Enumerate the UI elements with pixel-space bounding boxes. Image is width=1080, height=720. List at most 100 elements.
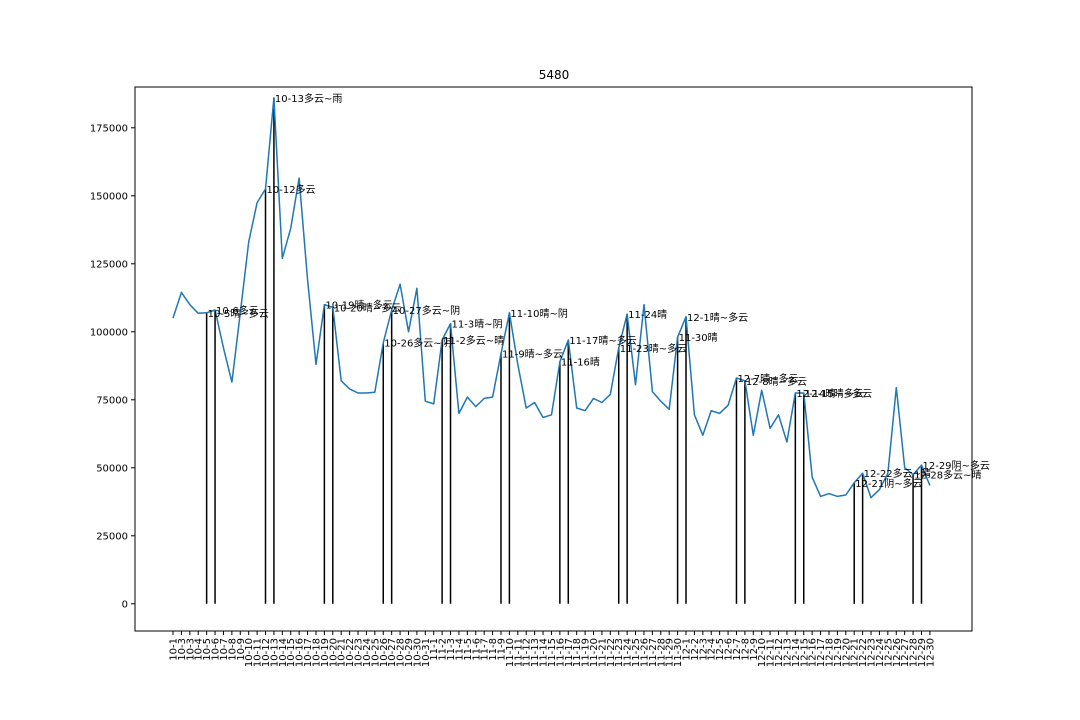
annotation-label: 11-3晴~阴	[452, 318, 503, 331]
annotation-label: 10-12多云	[267, 183, 316, 196]
x-tick-label: 12-19	[833, 638, 844, 667]
x-tick-label: 12-5	[715, 638, 726, 661]
x-tick-label: 12-24	[875, 638, 886, 667]
x-tick-label: 10-10	[244, 638, 255, 667]
y-tick-label: 150000	[90, 191, 128, 202]
x-tick-label: 10-31	[421, 638, 432, 667]
x-tick-label: 10-29	[404, 638, 415, 667]
x-tick-label: 11-6	[471, 638, 482, 661]
y-tick-label: 0	[122, 599, 128, 610]
x-tick-label: 10-14	[278, 638, 289, 667]
annotation-label: 12-29阴~多云	[922, 459, 989, 472]
x-tick-label: 12-15	[799, 638, 810, 667]
x-tick-label: 11-13	[530, 638, 541, 667]
x-tick-label: 12-23	[867, 638, 878, 667]
x-tick-label: 12-10	[757, 638, 768, 667]
annotation-label: 12-22多云~晴	[864, 467, 931, 480]
x-tick-label: 10-7	[219, 638, 230, 661]
x-tick-label: 12-25	[883, 638, 894, 667]
annotation-label: 10-13多云~雨	[275, 92, 342, 105]
data-line	[172, 97, 931, 499]
x-tick-label: 10-19	[320, 638, 331, 667]
x-tick-label: 10-22	[345, 638, 356, 667]
x-tick-label: 10-20	[328, 638, 339, 667]
x-tick-label: 11-22	[606, 638, 617, 667]
x-tick-label: 10-13	[269, 638, 280, 667]
x-tick-label: 11-24	[623, 638, 634, 667]
x-tick-label: 10-15	[286, 638, 297, 667]
x-tick-label: 11-12	[522, 638, 533, 667]
x-tick-label: 10-25	[370, 638, 381, 667]
annotation-label: 11-16晴	[561, 356, 600, 369]
chart-title: 5480	[539, 68, 570, 82]
x-tick-label: 11-16	[555, 638, 566, 667]
annotation-label: 12-1晴~多云	[687, 311, 748, 324]
x-tick-label: 11-2	[438, 638, 449, 661]
x-tick-label: 10-21	[337, 638, 348, 667]
x-tick-label: 10-5	[202, 638, 213, 661]
x-tick-label: 12-16	[808, 638, 819, 667]
x-tick-label: 10-26	[379, 638, 390, 667]
x-tick-label: 11-17	[564, 638, 575, 667]
x-tick-label: 11-29	[665, 638, 676, 667]
annotation-label: 10-20晴~多云	[334, 301, 401, 314]
annotation-label: 12-7晴~多云	[737, 372, 798, 385]
x-tick-label: 10-30	[412, 638, 423, 667]
x-tick-label: 10-12	[261, 638, 272, 667]
y-tick-label: 50000	[96, 463, 128, 474]
annotation-label: 12-15晴~多云	[805, 387, 872, 400]
x-tick-label: 12-8	[740, 638, 751, 661]
plot-area: 10-5晴~多云10-6多云10-12多云10-13多云~雨10-19晴~多云1…	[172, 92, 990, 604]
annotation-label: 10-6多云	[216, 304, 259, 317]
y-axis: 0 25000 50000 75000 100000 125000 150000 175000	[90, 123, 135, 610]
annotation-label: 11-23晴~多云	[620, 342, 687, 355]
x-tick-label: 10-3	[177, 638, 188, 661]
x-tick-label: 12-30	[925, 638, 936, 667]
x-tick-label: 11-8	[488, 638, 499, 661]
x-tick-label: 12-9	[749, 638, 760, 661]
x-tick-label: 12-11	[766, 638, 777, 667]
x-tick-label: 11-25	[631, 638, 642, 667]
x-tick-label: 12-20	[841, 638, 852, 667]
x-tick-label: 10-1	[169, 638, 180, 661]
annotation-label: 10-26多云~阴	[384, 337, 451, 350]
x-tick-label: 12-6	[724, 638, 735, 661]
x-tick-label: 10-16	[295, 638, 306, 667]
y-tick-label: 125000	[90, 259, 128, 270]
x-tick-label: 12-22	[858, 638, 869, 667]
x-tick-label: 11-4	[454, 638, 465, 661]
x-tick-label: 10-4	[194, 638, 205, 661]
x-tick-label: 10-3	[185, 638, 196, 661]
x-tick-label: 12-28	[909, 638, 920, 667]
x-tick-label: 12-2	[690, 638, 701, 661]
x-tick-label: 10-9	[236, 638, 247, 661]
x-tick-label: 11-20	[589, 638, 600, 667]
annotation-label: 11-2多云~晴	[443, 334, 504, 347]
x-tick-label: 11-9	[496, 638, 507, 661]
y-tick-label: 100000	[90, 327, 128, 338]
annotation-label: 12-28多云~晴	[914, 469, 981, 482]
x-tick-label: 10-11	[253, 638, 264, 667]
x-tick-label: 11-18	[572, 638, 583, 667]
x-tick-label: 12-7	[732, 638, 743, 661]
x-tick-label: 12-1	[682, 638, 693, 661]
x-tick-label: 11-21	[597, 638, 608, 667]
x-tick-label: 11-1	[429, 638, 440, 661]
y-tick-label: 75000	[96, 395, 128, 406]
axes-frame	[134, 86, 973, 632]
x-tick-label: 11-7	[480, 638, 491, 661]
x-axis: 10-110-310-310-410-510-610-710-810-910-1…	[169, 631, 936, 667]
x-tick-label: 11-28	[656, 638, 667, 667]
annotation-label: 10-5晴~多云	[208, 307, 269, 320]
annotation-label: 12-8晴~多云	[746, 375, 807, 388]
annotation-label: 10-27多云~阴	[393, 304, 460, 317]
x-tick-label: 12-3	[698, 638, 709, 661]
annotation-label: 11-9晴~多云	[502, 348, 563, 361]
x-tick-label: 12-12	[774, 638, 785, 667]
x-tick-label: 11-5	[463, 638, 474, 661]
x-tick-label: 12-29	[917, 638, 928, 667]
x-tick-label: 11-23	[614, 638, 625, 667]
annotation-label: 12-21阴~多云	[855, 477, 922, 490]
